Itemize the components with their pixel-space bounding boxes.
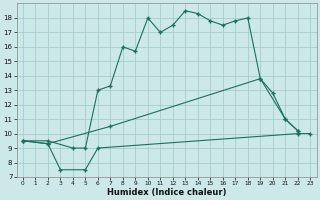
X-axis label: Humidex (Indice chaleur): Humidex (Indice chaleur)	[107, 188, 226, 197]
